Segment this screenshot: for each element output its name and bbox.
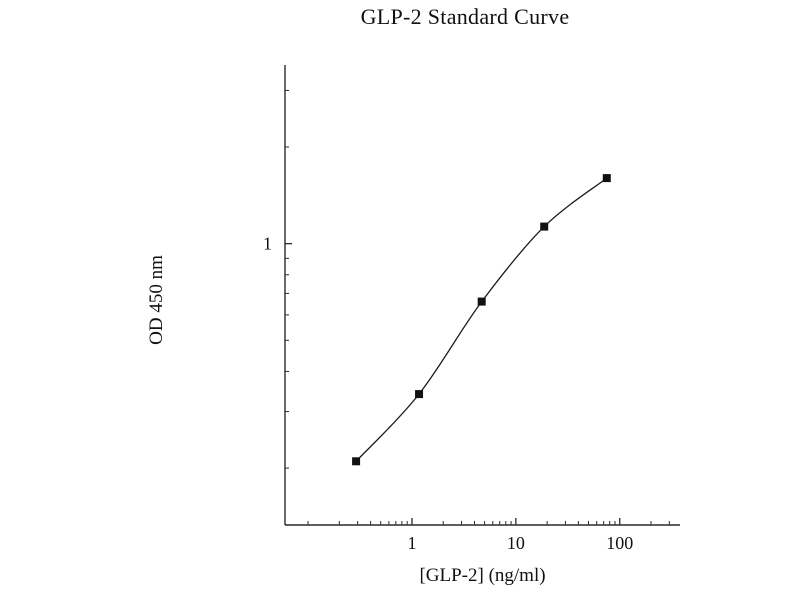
- data-point-marker: [352, 457, 361, 466]
- chart-title: GLP-2 Standard Curve: [360, 4, 570, 29]
- y-tick-label: 1: [263, 234, 272, 254]
- x-tick-label: 10: [507, 533, 525, 553]
- data-point-marker: [540, 222, 549, 231]
- data-point-marker: [602, 174, 611, 183]
- x-tick-label: 100: [606, 533, 633, 553]
- x-tick-label: 1: [407, 533, 416, 553]
- x-axis-label: [GLP-2] (ng/ml): [419, 565, 546, 586]
- standard-curve-line: [355, 177, 608, 462]
- data-point-marker: [415, 390, 424, 399]
- data-point-marker: [477, 297, 486, 306]
- y-axis-label: OD 450 nm: [146, 255, 167, 345]
